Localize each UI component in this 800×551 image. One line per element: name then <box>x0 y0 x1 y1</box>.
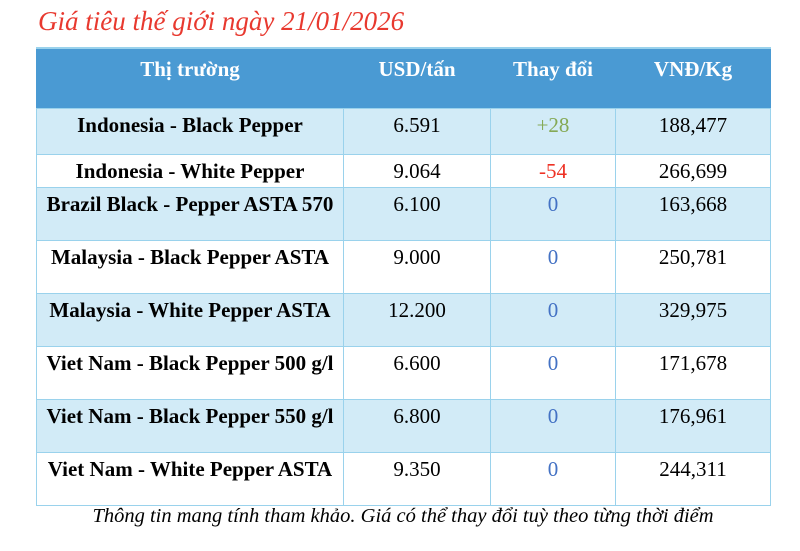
column-header-usd: USD/tấn <box>343 47 491 109</box>
pepper-price-table: Thị trường USD/tấn Thay đổi VNĐ/Kg Indon… <box>36 47 771 506</box>
table-row: Viet Nam - Black Pepper 500 g/l 6.600 0 … <box>36 346 771 400</box>
table-header: Thị trường USD/tấn Thay đổi VNĐ/Kg <box>36 47 771 109</box>
table-body: Indonesia - Black Pepper 6.591 +28 188,4… <box>36 108 771 506</box>
change-cell: 0 <box>490 187 616 241</box>
change-cell: -54 <box>490 154 616 188</box>
market-cell: Malaysia - Black Pepper ASTA <box>36 240 344 294</box>
table-row: Malaysia - White Pepper ASTA 12.200 0 32… <box>36 293 771 347</box>
usd-cell: 12.200 <box>343 293 491 347</box>
change-cell: 0 <box>490 452 616 506</box>
change-cell: 0 <box>490 240 616 294</box>
table-row: Malaysia - Black Pepper ASTA 9.000 0 250… <box>36 240 771 294</box>
vnd-cell: 244,311 <box>615 452 771 506</box>
market-cell: Malaysia - White Pepper ASTA <box>36 293 344 347</box>
column-header-vnd: VNĐ/Kg <box>615 47 771 109</box>
table-row: Viet Nam - Black Pepper 550 g/l 6.800 0 … <box>36 399 771 453</box>
market-cell: Indonesia - Black Pepper <box>36 108 344 155</box>
market-cell: Brazil Black - Pepper ASTA 570 <box>36 187 344 241</box>
vnd-cell: 250,781 <box>615 240 771 294</box>
market-cell: Viet Nam - Black Pepper 500 g/l <box>36 346 344 400</box>
header-row: Thị trường USD/tấn Thay đổi VNĐ/Kg <box>36 47 771 109</box>
change-cell: 0 <box>490 346 616 400</box>
vnd-cell: 163,668 <box>615 187 771 241</box>
usd-cell: 6.100 <box>343 187 491 241</box>
usd-cell: 6.591 <box>343 108 491 155</box>
column-header-change: Thay đổi <box>490 47 616 109</box>
market-cell: Viet Nam - Black Pepper 550 g/l <box>36 399 344 453</box>
vnd-cell: 266,699 <box>615 154 771 188</box>
usd-cell: 9.064 <box>343 154 491 188</box>
market-cell: Viet Nam - White Pepper ASTA <box>36 452 344 506</box>
table-row: Viet Nam - White Pepper ASTA 9.350 0 244… <box>36 452 771 506</box>
change-cell: 0 <box>490 293 616 347</box>
table-row: Brazil Black - Pepper ASTA 570 6.100 0 1… <box>36 187 771 241</box>
vnd-cell: 171,678 <box>615 346 771 400</box>
vnd-cell: 188,477 <box>615 108 771 155</box>
column-header-market: Thị trường <box>36 47 344 109</box>
table-row: Indonesia - White Pepper 9.064 -54 266,6… <box>36 154 771 188</box>
page-title: Giá tiêu thế giới ngày 21/01/2026 <box>38 6 405 36</box>
usd-cell: 6.600 <box>343 346 491 400</box>
change-cell: 0 <box>490 399 616 453</box>
disclaimer-text: Thông tin mang tính tham khảo. Giá có th… <box>92 505 714 527</box>
change-cell: +28 <box>490 108 616 155</box>
vnd-cell: 329,975 <box>615 293 771 347</box>
usd-cell: 9.350 <box>343 452 491 506</box>
vnd-cell: 176,961 <box>615 399 771 453</box>
table-row: Indonesia - Black Pepper 6.591 +28 188,4… <box>36 108 771 155</box>
usd-cell: 9.000 <box>343 240 491 294</box>
usd-cell: 6.800 <box>343 399 491 453</box>
market-cell: Indonesia - White Pepper <box>36 154 344 188</box>
